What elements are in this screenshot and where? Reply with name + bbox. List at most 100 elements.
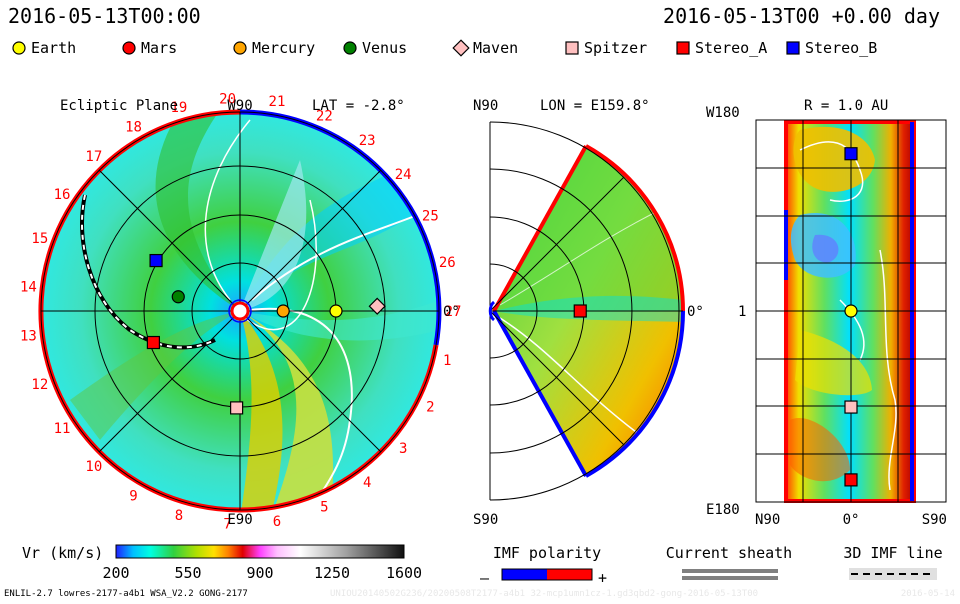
- sector-label-26: 26: [439, 255, 456, 271]
- legend-marker-venus: [343, 41, 357, 55]
- time-offset: 2016-05-13T00 +0.00 day: [663, 4, 940, 28]
- sphere-body-stereo-a: [844, 473, 858, 487]
- colorbar: Vr (km/s) 200 550 900 1250 1600: [22, 544, 422, 582]
- legend-label-earth: Earth: [31, 39, 76, 57]
- imf-negative-swatch: [502, 569, 547, 580]
- meridional-panel: N90 LON = E159.8° S90 0°: [473, 98, 704, 528]
- ecliptic-body-stereo-b: [149, 253, 163, 268]
- legend-label-maven: Maven: [473, 39, 518, 57]
- footer-run-info: ENLIL-2.7 lowres-2177-a4b1 WSA_V2.2 GONG…: [4, 589, 248, 599]
- sector-label-13: 13: [20, 329, 37, 345]
- colorbar-label: Vr (km/s): [22, 544, 103, 562]
- colorbar-ticks: 200 550 900 1250 1600: [102, 564, 422, 582]
- sector-label-4: 4: [363, 475, 371, 491]
- sphere-body-earth: [844, 304, 858, 318]
- legend-label-stereo-a: Stereo_A: [695, 39, 767, 57]
- sphere-xlabel-n90: N90: [755, 512, 780, 528]
- sector-label-6: 6: [273, 514, 281, 530]
- legend-marker-mercury: [233, 41, 247, 55]
- e180-label: E180: [706, 502, 740, 518]
- sector-label-20: 20: [219, 91, 236, 107]
- footer-date: 2016-05-14: [901, 589, 955, 599]
- imf3d-label: 3D IMF line: [843, 544, 942, 562]
- sphere-bodies: [844, 147, 858, 487]
- sector-label-12: 12: [31, 377, 48, 393]
- w180-label: W180: [706, 105, 740, 121]
- imf-line-legend: 3D IMF line: [843, 544, 943, 580]
- sector-label-19: 19: [170, 100, 187, 116]
- colorbar-tick-1250: 1250: [314, 564, 350, 582]
- lon-label: LON = E159.8°: [540, 98, 650, 114]
- meridional-body-stereo-a: [573, 304, 587, 318]
- sphere-panel: R = 1.0 AU W180 1 E180 N90 0° S90: [706, 98, 947, 528]
- ecliptic-title: Ecliptic Plane: [60, 98, 178, 114]
- lat-label: LAT = -2.8°: [312, 98, 405, 114]
- imf-polarity-legend: IMF polarity – +: [480, 544, 607, 587]
- sector-label-21: 21: [269, 94, 286, 110]
- legend-label-spitzer: Spitzer: [584, 39, 647, 57]
- sector-label-23: 23: [359, 133, 376, 149]
- n90-label: N90: [473, 98, 498, 114]
- ecl-zero-label: 0°: [443, 304, 460, 320]
- e90-label: E90: [227, 512, 252, 528]
- ecliptic-body-stereo-a: [146, 335, 160, 350]
- sector-label-8: 8: [175, 508, 183, 524]
- sector-label-18: 18: [125, 120, 142, 136]
- legend-label-mars: Mars: [141, 39, 177, 57]
- sphere-xlabel-s90: S90: [922, 512, 947, 528]
- body-legend: Earth Mars Mercury Venus Maven Spitzer Stereo_…: [12, 39, 877, 57]
- sphere-xlabel-zero: 0°: [843, 512, 860, 528]
- imf-minus: –: [480, 569, 490, 587]
- timestamp: 2016-05-13T00:00: [8, 4, 201, 28]
- legend-marker-stereo-a: [676, 41, 690, 55]
- footer-run-id: UNIOU20140502G236/20200508T2177-a4b1 32-…: [330, 589, 758, 599]
- colorbar-tick-550: 550: [174, 564, 201, 582]
- sector-label-24: 24: [395, 167, 412, 183]
- colorbar-scale: [115, 544, 405, 559]
- ecliptic-body-spitzer: [230, 401, 244, 415]
- legend-label-venus: Venus: [362, 39, 407, 57]
- mer-zero-label: 0°: [687, 304, 704, 320]
- sector-label-16: 16: [54, 187, 71, 203]
- s90-label: S90: [473, 512, 498, 528]
- legend-marker-spitzer: [565, 41, 579, 55]
- radius-label: R = 1.0 AU: [804, 98, 888, 114]
- sector-label-7: 7: [223, 517, 231, 533]
- legend-label-stereo-b: Stereo_B: [805, 39, 877, 57]
- ecliptic-bodies: [146, 253, 386, 415]
- sector-label-9: 9: [129, 488, 137, 504]
- legend-marker-mars: [122, 41, 136, 55]
- w90-label: W90: [227, 98, 252, 114]
- colorbar-tick-900: 900: [246, 564, 273, 582]
- sector-label-15: 15: [31, 231, 48, 247]
- sector-label-25: 25: [422, 208, 439, 224]
- sheath-label: Current sheath: [666, 544, 792, 562]
- sphere-body-spitzer: [844, 400, 858, 414]
- legend-label-mercury: Mercury: [252, 39, 315, 57]
- imf-plus: +: [598, 569, 607, 587]
- legend-marker-stereo-b: [786, 41, 800, 55]
- sector-label-11: 11: [54, 421, 71, 437]
- legend-marker-earth: [12, 41, 26, 55]
- colorbar-tick-1600: 1600: [386, 564, 422, 582]
- sector-label-14: 14: [20, 279, 37, 295]
- sector-label-5: 5: [320, 500, 328, 516]
- sector-label-22: 22: [316, 108, 333, 124]
- ecliptic-body-maven: [368, 297, 386, 315]
- imf-positive-swatch: [547, 569, 592, 580]
- sector-label-1: 1: [443, 353, 451, 369]
- legend-marker-maven: [452, 39, 470, 57]
- imf-label: IMF polarity: [493, 544, 601, 562]
- sector-label-2: 2: [426, 400, 434, 416]
- sector-label-17: 17: [85, 149, 102, 165]
- current-sheath-legend: Current sheath: [666, 544, 792, 580]
- colorbar-tick-200: 200: [102, 564, 129, 582]
- solar-wind-structures: [70, 112, 439, 510]
- sphere-mid-label: 1: [738, 304, 746, 320]
- ecliptic-body-mercury: [276, 304, 290, 318]
- ecliptic-body-earth: [329, 304, 343, 318]
